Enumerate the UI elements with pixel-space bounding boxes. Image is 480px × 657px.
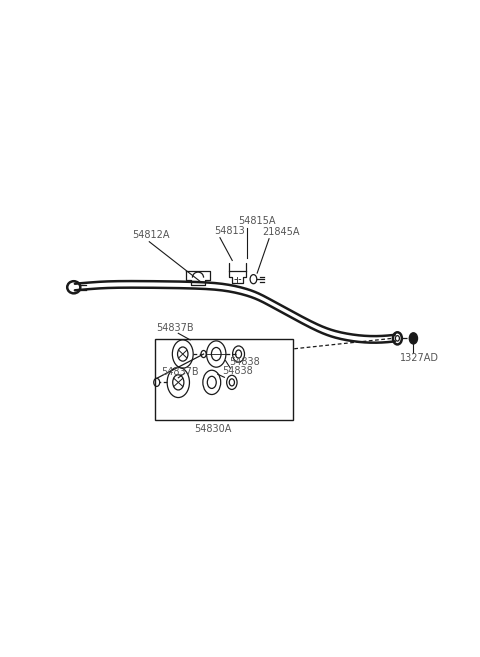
- Text: 54813: 54813: [215, 225, 245, 236]
- Text: 54837B: 54837B: [156, 323, 193, 333]
- Text: 54815A: 54815A: [238, 215, 276, 225]
- Text: 54812A: 54812A: [132, 230, 170, 240]
- Text: 1327AD: 1327AD: [400, 353, 439, 363]
- Text: 54838: 54838: [229, 357, 260, 367]
- Circle shape: [409, 333, 418, 344]
- Text: 54837B: 54837B: [161, 367, 199, 377]
- Text: 21845A: 21845A: [263, 227, 300, 237]
- Text: 54830A: 54830A: [194, 424, 231, 434]
- Text: 54838: 54838: [222, 367, 252, 376]
- Bar: [155, 340, 292, 420]
